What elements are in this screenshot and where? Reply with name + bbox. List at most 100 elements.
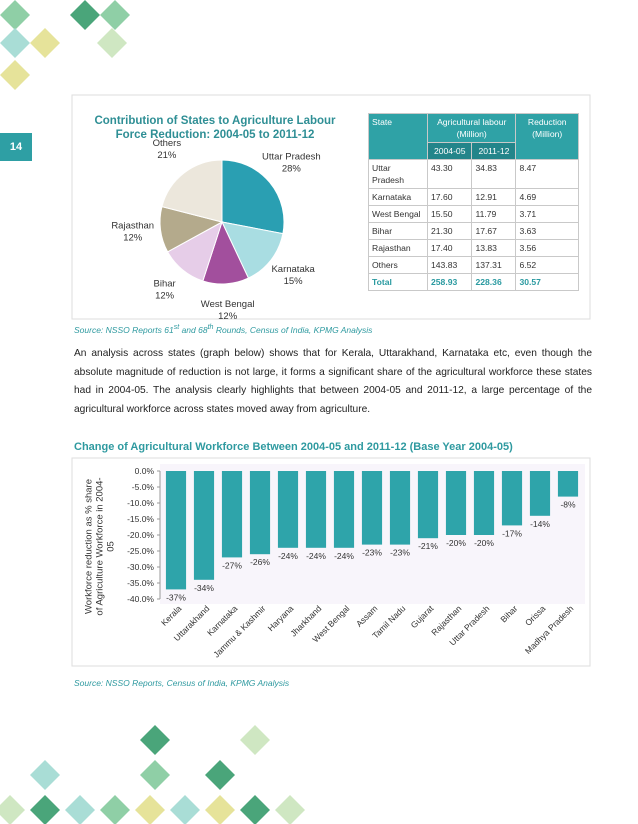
- source-text: and 68: [179, 324, 208, 335]
- x-tick-label: Bihar: [498, 603, 519, 624]
- table-cell: 3.63: [515, 222, 579, 240]
- table-cell: 43.30: [426, 159, 473, 189]
- slice-label: Rajasthan: [111, 220, 154, 231]
- table-cell: 13.83: [471, 239, 517, 257]
- bar: [249, 471, 271, 555]
- bar: [165, 471, 187, 590]
- table-cell: 137.31: [471, 256, 517, 274]
- table-cell: 17.60: [426, 188, 473, 206]
- source-text: Source: NSSO Reports 61: [74, 324, 174, 335]
- y-tick-label: 0.0%: [135, 466, 155, 476]
- column-header: State: [368, 113, 428, 160]
- column-header: Reduction (Million): [515, 113, 579, 160]
- slice-value: 28%: [282, 164, 302, 175]
- value-label: -8%: [560, 500, 576, 510]
- source-text: Rounds, Census of India, KPMG Analysis: [213, 324, 373, 335]
- x-tick-label: Madhya Pradesh: [523, 603, 576, 656]
- table-row: Karnataka 17.60 12.91 4.69: [368, 188, 579, 206]
- value-label: -24%: [306, 551, 326, 561]
- table-cell: 143.83: [426, 256, 473, 274]
- table-row: Rajasthan 17.40 13.83 3.56: [368, 239, 579, 257]
- source: Source: NSSO Reports 61st and 68th Round…: [74, 323, 372, 335]
- value-label: -20%: [474, 538, 494, 548]
- slice-label: Uttar Pradesh: [262, 152, 321, 163]
- table-cell: 4.69: [515, 188, 579, 206]
- y-tick-label: -25.0%: [127, 546, 154, 556]
- page-number: 14: [0, 133, 32, 161]
- table-cell: 15.50: [426, 205, 473, 223]
- value-label: -34%: [194, 583, 214, 593]
- table-cell: 17.40: [426, 239, 473, 257]
- table-cell: West Bengal: [368, 205, 428, 223]
- subcolumn-header: 2011-12: [471, 142, 517, 160]
- value-label: -23%: [390, 548, 410, 558]
- frame: [71, 94, 591, 320]
- slice-label: West Bengal: [201, 299, 255, 310]
- slice-value: 12%: [123, 232, 143, 243]
- table-row: West Bengal 15.50 11.79 3.71: [368, 205, 579, 223]
- source-sup: th: [207, 323, 214, 331]
- value-label: -24%: [278, 551, 298, 561]
- table-cell: 8.47: [515, 159, 579, 189]
- table-cell: Bihar: [368, 222, 428, 240]
- x-tick-label: Orissa: [523, 603, 548, 628]
- slice-value: 12%: [218, 311, 238, 322]
- table: State Agricultural labour (Million) Redu…: [368, 113, 579, 291]
- bar: [417, 471, 439, 539]
- bar: [501, 471, 523, 526]
- table-row: Bihar 21.30 17.67 3.63: [368, 222, 579, 240]
- x-tick-label: Assam: [354, 603, 379, 628]
- y-tick-label: -10.0%: [127, 498, 154, 508]
- value-label: -21%: [418, 541, 438, 551]
- value-label: -14%: [530, 519, 550, 529]
- value-label: -37%: [166, 592, 186, 602]
- frame: [71, 457, 591, 667]
- pie-slice: [221, 221, 284, 279]
- slice-value: 15%: [284, 276, 304, 287]
- x-tick-label: Gujarat: [409, 603, 436, 630]
- slice-value: 12%: [155, 290, 175, 301]
- bar: [277, 471, 299, 548]
- y-tick-label: -15.0%: [127, 514, 154, 524]
- paragraph: An analysis across states (graph below) …: [74, 348, 592, 415]
- table-cell: Uttar Pradesh: [368, 159, 428, 189]
- x-tick-label: Jammu & Kashmir: [211, 603, 267, 659]
- value-label: -23%: [362, 548, 382, 558]
- value-label: -17%: [502, 528, 522, 538]
- slice-label: Others: [153, 138, 182, 149]
- value-label: -24%: [334, 551, 354, 561]
- y-tick-label: -5.0%: [132, 482, 155, 492]
- table-cell: 21.30: [426, 222, 473, 240]
- table-cell: Others: [368, 256, 428, 274]
- table-cell: 3.56: [515, 239, 579, 257]
- y-axis-label: Workforce reduction as % share of Agricu…: [83, 477, 117, 616]
- bar: [529, 471, 551, 516]
- table-row: Uttar Pradesh 43.30 34.83 8.47: [368, 159, 579, 189]
- bar: [221, 471, 243, 558]
- table-cell: 11.79: [471, 205, 517, 223]
- table-cell: 12.91: [471, 188, 517, 206]
- table-row: Total 258.93 228.36 30.57: [368, 273, 579, 291]
- table-cell: Rajasthan: [368, 239, 428, 257]
- bar: [305, 471, 327, 548]
- table-cell: 228.36: [471, 273, 517, 291]
- table-cell: 34.83: [471, 159, 517, 189]
- table-cell: 17.67: [471, 222, 517, 240]
- source-sup: st: [173, 323, 180, 331]
- bar: [473, 471, 495, 535]
- pie-slice: [221, 159, 285, 235]
- bar: [333, 471, 355, 548]
- decoration: [0, 0, 305, 824]
- value-label: -26%: [250, 557, 270, 567]
- table-cell: 258.93: [426, 273, 473, 291]
- bar: [389, 471, 411, 545]
- slice-label: Bihar: [154, 278, 176, 289]
- y-tick-label: -35.0%: [127, 578, 154, 588]
- source: Source: NSSO Reports, Census of India, K…: [74, 678, 290, 688]
- chart-title: Contribution of States to Agriculture La…: [94, 115, 336, 141]
- subcolumn-header: 2004-05: [426, 142, 473, 160]
- value-label: -27%: [222, 560, 242, 570]
- table-cell: 3.71: [515, 205, 579, 223]
- slice-label: Karnataka: [271, 264, 315, 275]
